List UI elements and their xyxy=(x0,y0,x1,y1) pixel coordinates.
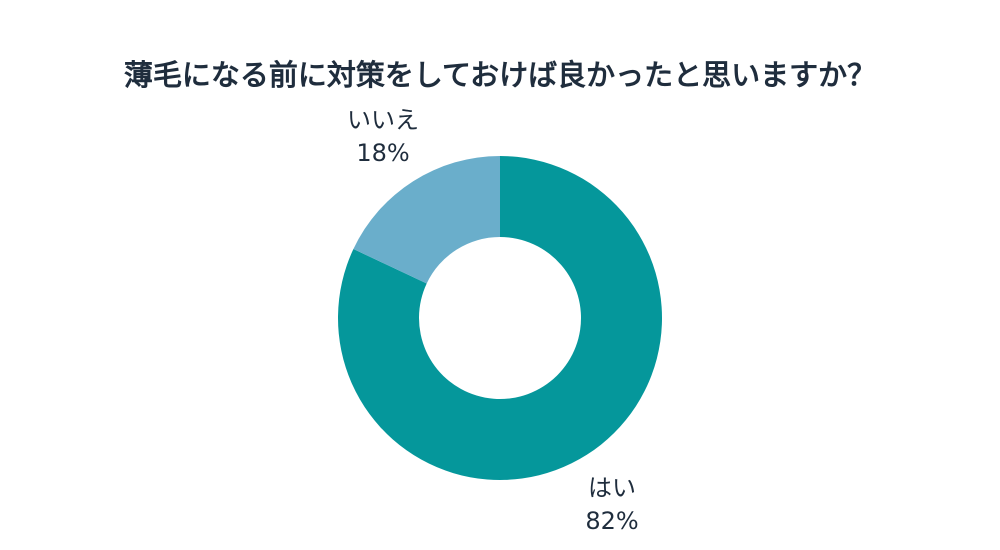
slice-label-0: はい xyxy=(588,474,636,502)
chart-title: 薄毛になる前に対策をしておけば良かったと思いますか？ xyxy=(123,58,877,92)
slice-label-1: いいえ xyxy=(347,106,419,134)
slice-value-label-1: 18% xyxy=(356,139,409,167)
donut-slice-0 xyxy=(338,156,662,481)
donut-slice-1 xyxy=(353,156,500,284)
slice-value-label-0: 82% xyxy=(585,507,638,535)
